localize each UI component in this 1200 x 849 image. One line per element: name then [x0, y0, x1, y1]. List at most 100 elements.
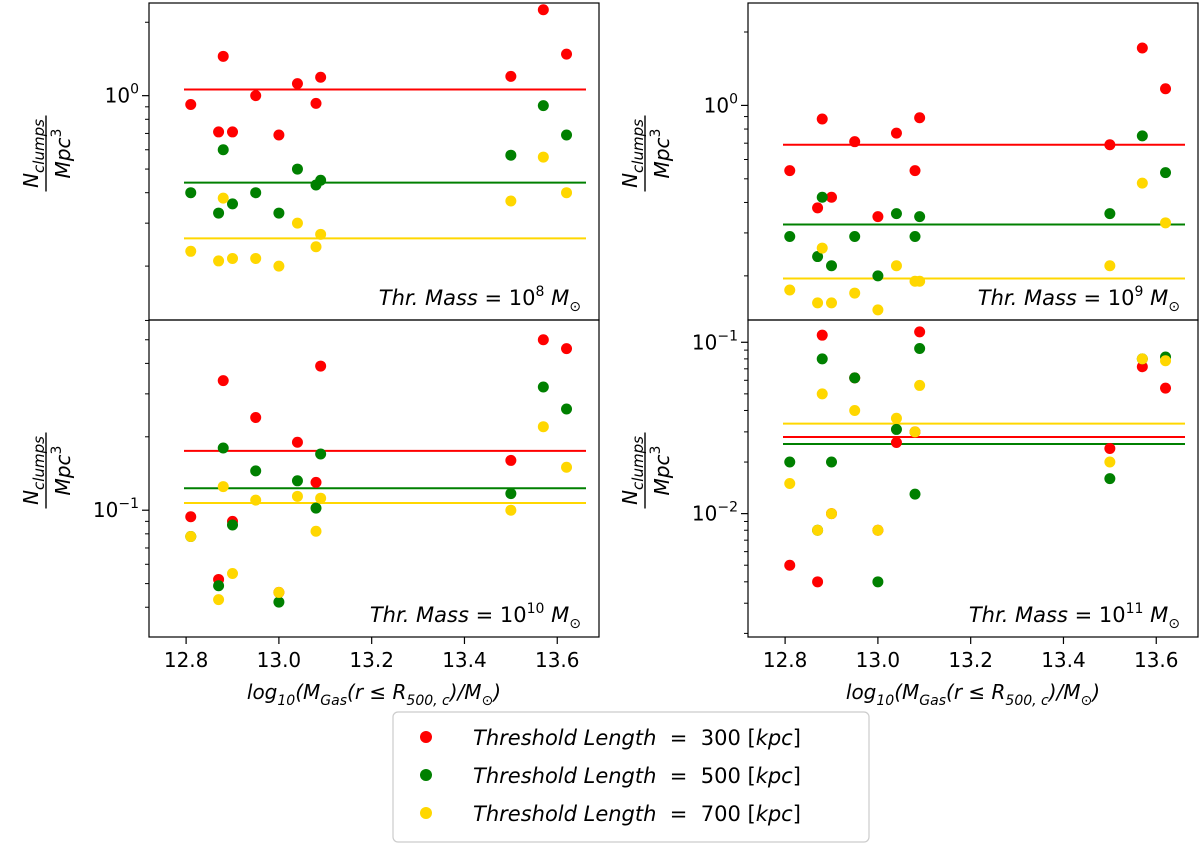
point-p3-s0-9: [505, 454, 517, 466]
x-tick-label-p4-2: 13.2: [948, 648, 993, 672]
panel-annotation-p3: Thr. Mass = 1010 M⊙: [370, 601, 581, 632]
x-tick-label-p4-0: 12.8: [763, 648, 808, 672]
point-p3-s2-2: [217, 481, 229, 493]
legend-marker-1: [420, 769, 432, 781]
axes-frame-p2: [747, 2, 1199, 321]
point-p2-s1-7: [909, 231, 921, 243]
point-p2-s0-8: [914, 112, 926, 124]
y-axis-label-p2: Nclumps Mpc3: [618, 115, 674, 192]
point-p2-s1-11: [1160, 167, 1172, 179]
point-p2-s1-4: [849, 231, 861, 243]
point-p2-s0-5: [872, 211, 884, 223]
x-tick-label-p3-3: 13.4: [442, 648, 487, 672]
point-p1-s2-10: [537, 151, 549, 163]
point-p3-s2-3: [227, 568, 239, 580]
x-axis-label-p3: log10(MGas(r ≤ R500, c)/M⊙): [247, 680, 501, 709]
y-label-numerator-p4: Nclumps: [618, 436, 647, 505]
legend-label-2: Threshold Length = 700 [kpc]: [473, 802, 801, 826]
point-p1-s0-7: [310, 97, 322, 109]
plot-area-p3: [184, 334, 586, 608]
point-p1-s1-11: [561, 129, 573, 141]
point-p4-s1-0: [784, 456, 796, 468]
point-p2-s2-8: [914, 275, 926, 287]
point-p4-s2-2: [816, 388, 828, 400]
point-p2-s2-5: [872, 304, 884, 316]
point-p3-s0-10: [537, 334, 549, 346]
point-p4-s0-11: [1160, 382, 1172, 394]
point-p4-s2-10: [1136, 353, 1148, 365]
y-label-numerator-p2: Nclumps: [618, 119, 647, 188]
panel-annotation-p4: Thr. Mass = 1011 M⊙: [969, 601, 1180, 632]
y-axis-label-p4: Nclumps Mpc3: [618, 432, 674, 509]
point-p4-s1-2: [816, 353, 828, 365]
point-p2-s2-9: [1104, 260, 1116, 272]
point-p1-s2-9: [505, 195, 517, 207]
point-p4-s1-9: [1104, 473, 1116, 485]
point-p3-s1-7: [310, 502, 322, 514]
point-p1-s0-9: [505, 70, 517, 82]
legend-label-1: Threshold Length = 500 [kpc]: [473, 764, 801, 788]
point-p2-s1-9: [1104, 208, 1116, 220]
point-p1-s0-2: [217, 50, 229, 62]
point-p2-s1-3: [826, 260, 838, 272]
x-tick-label-p3-4: 13.6: [535, 648, 580, 672]
point-p2-s1-6: [890, 208, 902, 220]
point-p2-s2-0: [784, 284, 796, 296]
point-p3-s0-7: [310, 476, 322, 488]
point-p1-s2-11: [561, 187, 573, 199]
point-p2-s0-9: [1104, 139, 1116, 151]
point-p1-s1-9: [505, 149, 517, 161]
panel-annotation-p1: Thr. Mass = 108 M⊙: [379, 284, 581, 315]
point-p3-s0-0: [185, 511, 197, 523]
plot-area-p2: [783, 42, 1185, 316]
point-p2-s2-2: [816, 242, 828, 254]
point-p2-s2-3: [826, 297, 838, 309]
point-p2-s1-2: [816, 191, 828, 203]
y-label-denominator-p2: Mpc3: [648, 129, 674, 179]
point-p4-s0-0: [784, 559, 796, 571]
point-p1-s2-3: [227, 252, 239, 264]
y-label-denominator-p4: Mpc3: [648, 446, 674, 496]
point-p2-s0-0: [784, 165, 796, 177]
point-p2-s0-2: [816, 113, 828, 125]
point-p1-s2-2: [217, 192, 229, 204]
axes-frame-p1: [148, 2, 600, 321]
point-p1-s1-5: [273, 207, 285, 219]
point-p4-s1-7: [909, 488, 921, 500]
point-p3-s1-4: [250, 465, 262, 477]
y-tick-label-p3-0: 10−1: [93, 496, 139, 522]
point-p1-s2-6: [291, 217, 303, 229]
point-p4-s0-1: [812, 576, 824, 588]
panel-p2: 100 Nclumps Mpc3 Thr. Mass = 109 M⊙: [618, 2, 1199, 321]
point-p1-s2-1: [213, 255, 225, 267]
point-p3-s1-9: [505, 488, 517, 500]
point-p4-s1-3: [826, 456, 838, 468]
legend-frame: [392, 711, 870, 843]
point-p4-s1-8: [914, 342, 926, 354]
point-p3-s1-11: [561, 403, 573, 415]
point-p1-s1-6: [291, 163, 303, 175]
point-p1-s0-11: [561, 48, 573, 60]
point-p1-s0-0: [185, 98, 197, 110]
point-p3-s2-9: [505, 504, 517, 516]
point-p1-s1-0: [185, 187, 197, 199]
point-p3-s2-1: [213, 594, 225, 606]
point-p1-s0-10: [537, 4, 549, 16]
point-p1-s0-1: [213, 126, 225, 138]
point-p3-s1-3: [227, 519, 239, 531]
y-tick-label-p4-1: 10−2: [692, 500, 738, 526]
point-p4-s2-4: [849, 404, 861, 416]
point-p4-s0-2: [816, 329, 828, 341]
panel-annotation-p2: Thr. Mass = 109 M⊙: [978, 284, 1180, 315]
point-p2-s0-3: [826, 191, 838, 203]
point-p2-s2-4: [849, 287, 861, 299]
point-p1-s1-3: [227, 198, 239, 210]
point-p4-s1-5: [872, 576, 884, 588]
panel-p3: 10−1 12.8 13.0 13.2 13.4 13.6 log10(MGas(r ≤ R…: [19, 319, 600, 709]
point-p2-s2-6: [890, 260, 902, 272]
panel-p4: 10−1 10−2 12.8 13.0 13.2 13.4 13.6 log10(MGas(r…: [618, 319, 1199, 709]
point-p4-s0-8: [914, 326, 926, 338]
point-p2-s0-1: [812, 202, 824, 214]
point-p4-s1-6: [890, 423, 902, 435]
